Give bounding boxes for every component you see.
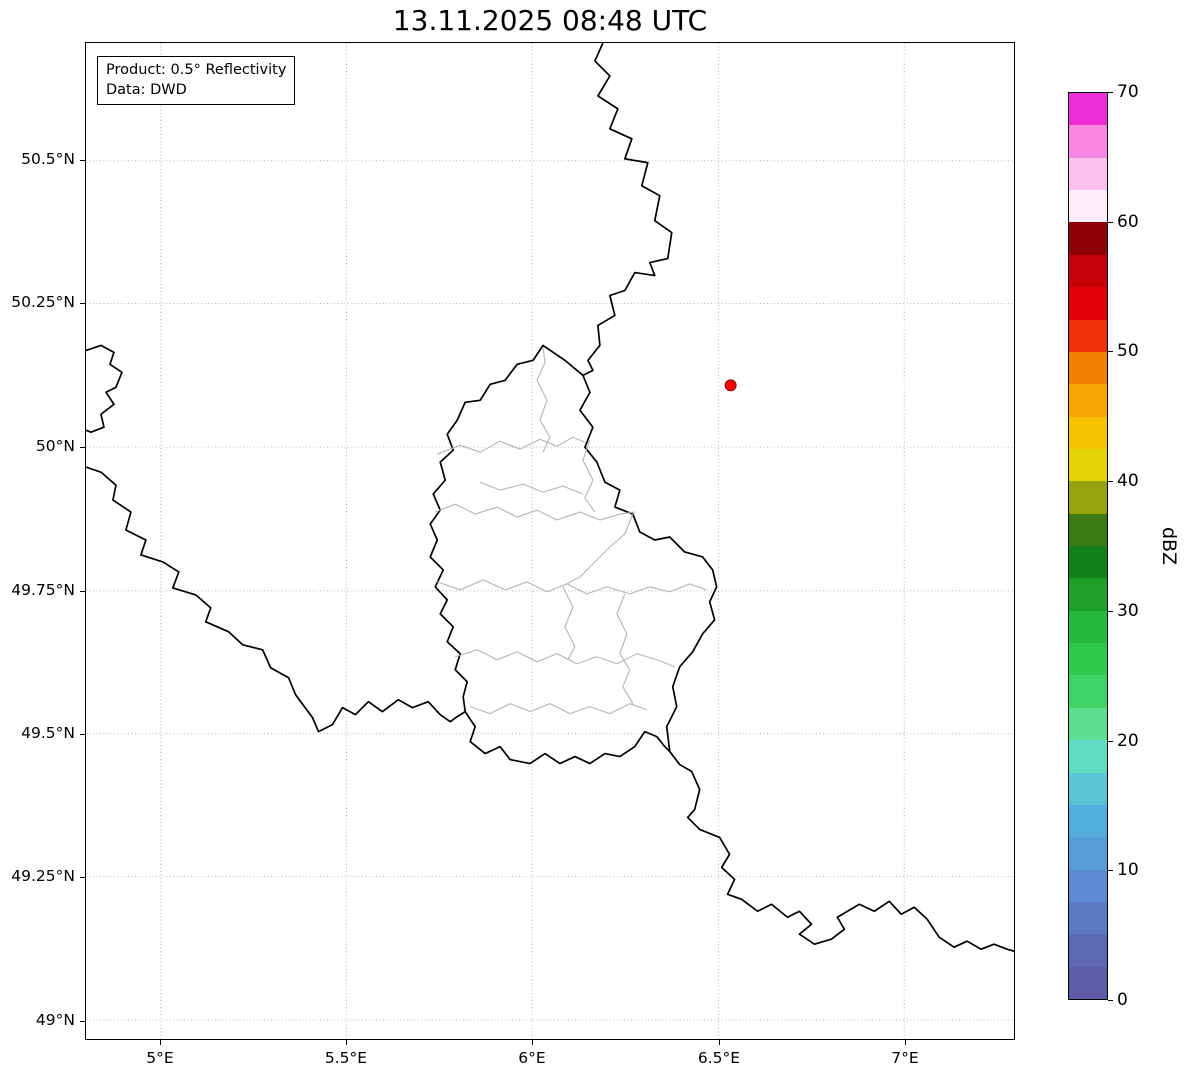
colorbar-segment	[1069, 546, 1107, 579]
colorbar-tick-label: 30	[1117, 600, 1139, 621]
colorbar-segment	[1069, 125, 1107, 158]
colorbar-segment	[1069, 481, 1107, 514]
colorbar-tick-label: 60	[1117, 211, 1139, 232]
colorbar-segment	[1069, 384, 1107, 417]
colorbar-segment	[1069, 966, 1107, 1000]
y-tick-label: 50.25°N	[11, 293, 75, 311]
colorbar-segment	[1069, 416, 1107, 449]
y-tick-label: 49.25°N	[11, 867, 75, 885]
y-tick-mark	[80, 734, 85, 735]
colorbar-tick-mark	[1108, 1000, 1113, 1001]
canton-border	[536, 347, 551, 453]
colorbar-segment	[1069, 837, 1107, 870]
gridlines-layer	[86, 43, 1014, 1039]
colorbar-tick-mark	[1108, 351, 1113, 353]
canton-border	[437, 579, 707, 595]
canton-border	[469, 703, 647, 715]
y-tick-label: 49.5°N	[21, 724, 75, 742]
colorbar-segment	[1069, 319, 1107, 352]
y-tick-mark	[80, 591, 85, 592]
colorbar-tick-label: 50	[1117, 341, 1139, 362]
x-tick-label: 5.5°E	[324, 1049, 368, 1067]
colorbar-segment	[1069, 254, 1107, 288]
border-luxembourg-west	[429, 344, 671, 765]
y-tick-mark	[80, 160, 85, 161]
colorbar-tick-mark	[1108, 610, 1113, 612]
map-axes: Product: 0.5° Reflectivity Data: DWD	[85, 42, 1015, 1040]
border-belgium-germany	[582, 43, 673, 377]
radar-site-marker	[724, 379, 737, 392]
colorbar-segment	[1069, 513, 1107, 547]
colorbar-segment	[1069, 351, 1107, 385]
colorbar-segment	[1069, 675, 1107, 708]
colorbar-segment	[1069, 804, 1107, 838]
colorbar-segment	[1069, 707, 1107, 741]
border-france-germany	[668, 750, 1014, 953]
colorbar-segment	[1069, 448, 1107, 482]
colorbar-segment	[1069, 643, 1107, 676]
colorbar-tick-mark	[1108, 740, 1113, 742]
colorbar-tick-label: 70	[1117, 82, 1139, 102]
canton-border	[455, 649, 675, 668]
colorbar	[1068, 92, 1108, 1000]
figure-title: 13.11.2025 08:48 UTC	[392, 4, 708, 37]
colorbar-segment	[1069, 157, 1107, 191]
colorbar-segment	[1069, 901, 1107, 935]
colorbar-segment	[1069, 578, 1107, 611]
y-tick-label: 50°N	[35, 437, 75, 455]
x-tick-mark	[532, 1040, 533, 1045]
canton-border	[582, 440, 596, 513]
y-tick-mark	[80, 303, 85, 304]
y-tick-mark	[80, 1021, 85, 1022]
product-info-box: Product: 0.5° Reflectivity Data: DWD	[97, 56, 296, 105]
colorbar-segment	[1069, 772, 1107, 805]
colorbar-tick-label: 0	[1117, 990, 1128, 1010]
y-tick-label: 49.75°N	[11, 581, 75, 599]
x-tick-mark	[346, 1040, 347, 1045]
x-tick-label: 5°E	[146, 1049, 174, 1067]
canton-border	[616, 593, 634, 704]
colorbar-tick-label: 40	[1117, 471, 1139, 492]
colorbar-tick-mark	[1108, 221, 1113, 223]
x-tick-mark	[719, 1040, 720, 1045]
y-tick-label: 50.5°N	[21, 150, 75, 168]
colorbar-tick-label: 10	[1117, 860, 1139, 881]
colorbar-segment	[1069, 190, 1107, 223]
y-tick-label: 49°N	[35, 1011, 75, 1029]
colorbar-axis-label: dBZ	[1158, 526, 1180, 566]
colorbar-segment	[1069, 610, 1107, 644]
colorbar-tick-label: 20	[1117, 730, 1139, 751]
canton-border	[562, 586, 576, 661]
x-tick-label: 7°E	[891, 1049, 919, 1067]
colorbar-tick-mark	[1108, 870, 1113, 872]
colorbar-segments	[1069, 93, 1107, 1000]
country-borders-layer	[86, 43, 1014, 953]
colorbar-segment	[1069, 287, 1107, 320]
colorbar-segment	[1069, 93, 1107, 126]
x-tick-mark	[905, 1040, 906, 1045]
canton-border	[437, 436, 586, 455]
y-tick-mark	[80, 447, 85, 448]
border-luxembourg-germany	[579, 374, 718, 753]
x-tick-label: 6.5°E	[697, 1049, 741, 1067]
data-source-label: Data: DWD	[106, 82, 187, 98]
product-label: Product: 0.5° Reflectivity	[106, 62, 287, 78]
admin-borders-layer	[435, 347, 707, 715]
colorbar-tick-mark	[1108, 481, 1113, 483]
colorbar-segment	[1069, 740, 1107, 773]
colorbar-segment	[1069, 934, 1107, 967]
map-canvas	[86, 43, 1014, 1039]
canton-border	[566, 513, 634, 585]
colorbar-tick-mark	[1108, 92, 1113, 93]
x-tick-label: 6°E	[518, 1049, 546, 1067]
y-tick-mark	[80, 877, 85, 878]
colorbar-segment	[1069, 869, 1107, 902]
colorbar-segment	[1069, 222, 1107, 255]
canton-border	[479, 481, 584, 495]
canton-border	[435, 503, 635, 521]
x-tick-mark	[160, 1040, 161, 1045]
border-givet-salient	[86, 344, 123, 434]
border-belgium-france	[86, 466, 467, 733]
